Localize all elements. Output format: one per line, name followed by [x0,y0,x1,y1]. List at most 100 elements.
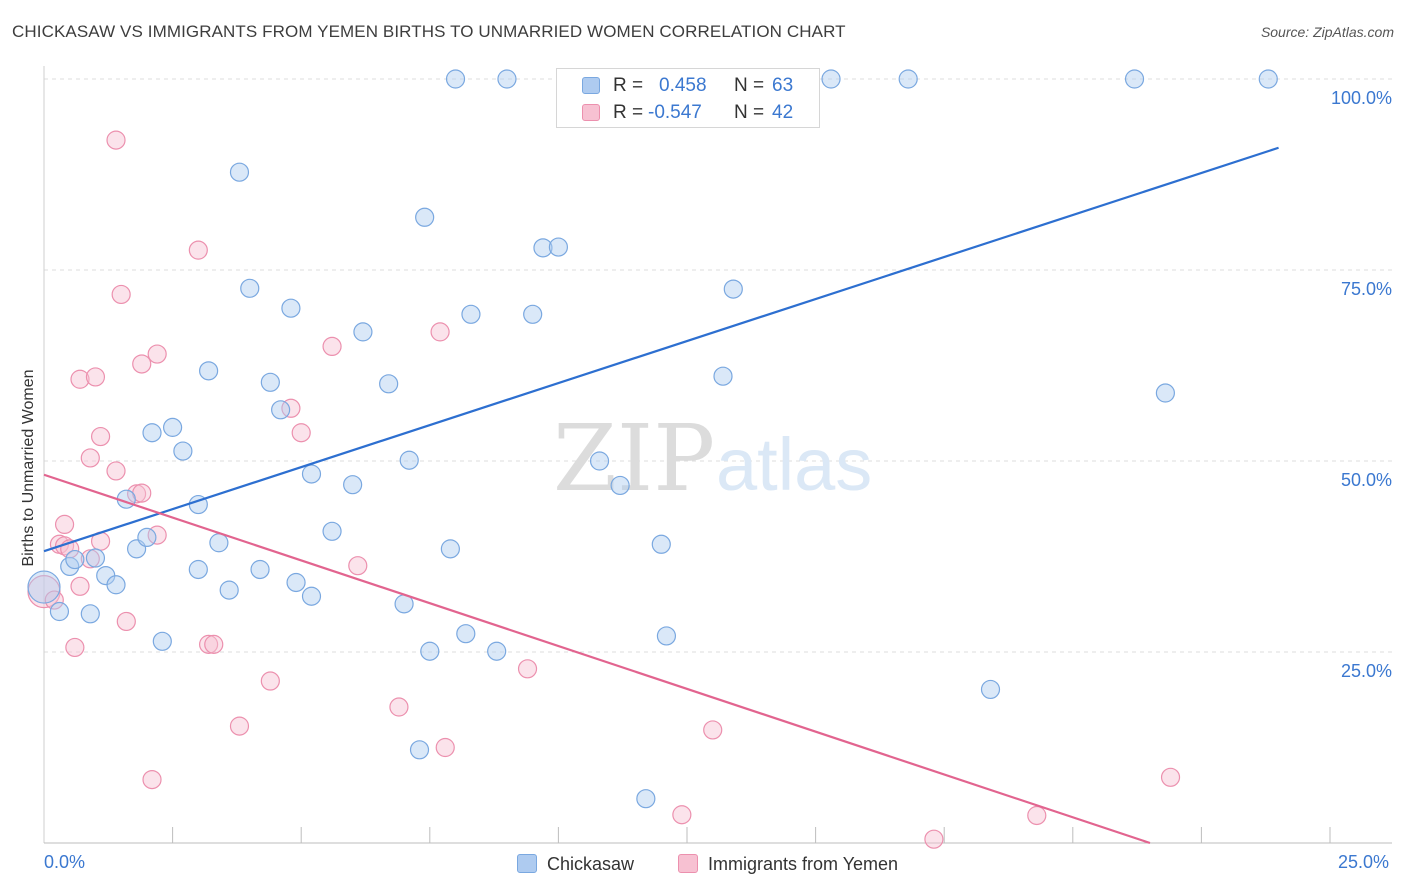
watermark-atlas: atlas [716,423,872,506]
chickasaw-point [229,162,250,182]
legend-swatch-blue [517,854,537,873]
yemen-point [54,536,75,556]
yemen-point [126,484,147,504]
yemen-point [348,556,368,576]
chickasaw-point [199,361,219,381]
chickasaw-point [163,417,183,437]
chickasaw-point [548,237,569,257]
y-tick-label: 25.0% [1341,661,1392,681]
chickasaw-trend-line [43,146,1279,553]
legend-label: Chickasaw [547,854,635,874]
n-label: N = [734,75,765,96]
yemen-point [322,336,342,356]
yemen-point [70,576,90,596]
chickasaw-point [980,679,1001,700]
yemen-point [291,423,311,443]
chickasaw-point [137,527,157,548]
chickasaw-point [1124,69,1145,89]
y-tick-label: 100.0% [1331,88,1392,108]
chickasaw-point [27,570,61,604]
axes [43,66,1392,844]
pink-swatch [582,104,600,121]
yemen-point [924,829,944,849]
yemen-point [147,344,167,364]
chickasaw-point [445,69,466,89]
r-value: 0.458 [659,75,707,96]
chickasaw-point [343,475,363,495]
yemen-point [80,549,100,569]
chickasaw-point [219,580,239,600]
n-value: 63 [772,75,794,96]
chickasaw-point [487,641,507,661]
chickasaw-point [250,559,270,580]
yemen-point [111,284,131,305]
chickasaw-point [281,298,301,318]
y-tick-label: 75.0% [1341,279,1392,299]
chickasaw-point [1258,69,1278,89]
x-tick-label-max: 25.0% [1338,852,1390,872]
yemen-point [435,737,455,758]
chickasaw-point [173,441,193,461]
legend-swatch-pink [678,854,698,873]
yemen-point [27,575,61,609]
yemen-point [1160,767,1181,787]
yemen-point [106,130,126,150]
yemen-point [116,611,136,632]
watermark-zip: ZIP [553,405,715,512]
stats-row-chickasaw: R = 0.458 N = 63 [557,73,821,99]
yemen-point [106,461,126,481]
legend-item-yemen: Immigrants from Yemen [678,851,938,877]
chickasaw-point [656,626,677,646]
trend-lines [43,146,1279,845]
yemen-point [132,354,152,374]
n-label: N = [734,102,765,123]
chickasaw-point [209,533,229,553]
yemen-point [517,659,538,679]
yemen-point [430,322,450,342]
watermark: ZIP atlas [553,405,872,512]
yemen-point [389,697,409,717]
chickasaw-point [440,539,460,559]
yemen-point [229,716,250,736]
chickasaw-point [409,740,430,760]
chickasaw-point [286,572,306,593]
gridlines [44,78,1392,653]
yemen-point [204,634,224,654]
source-label: Source: ZipAtlas.com [1260,24,1394,40]
legend-label: Immigrants from Yemen [708,854,899,874]
yemen-point [54,514,75,535]
legend-item-chickasaw: Chickasaw [517,851,667,877]
chickasaw-point [420,641,440,661]
chickasaw-point [301,586,322,606]
chickasaw-point [651,534,671,554]
chickasaw-point [106,575,126,595]
chickasaw-point [533,238,553,258]
chickasaw-point [461,304,481,324]
yemen-point [199,634,219,654]
yemen-point [703,720,723,740]
yemen-point [70,369,90,389]
yemen-point [90,426,111,447]
r-value: -0.547 [648,102,702,123]
chickasaw-point [85,548,106,568]
n-value: 42 [772,102,794,123]
chickasaw-point [456,624,476,644]
chickasaw-point [898,69,918,89]
chickasaw-point [723,279,743,299]
x-tick-label-min: 0.0% [44,852,86,872]
chickasaw-point [1155,383,1175,403]
chickasaw-point [415,207,435,227]
chickasaw-point [142,423,162,443]
chickasaw-point [636,789,656,809]
chickasaw-point [271,400,291,420]
yemen-point [80,448,100,468]
chickasaw-point [260,372,280,392]
yemen-point [85,367,106,387]
chickasaw-point [301,464,322,484]
yemen-trend-line [43,473,1151,845]
yemen-point [1027,805,1047,826]
chickasaw-point [322,521,342,541]
chickasaw-point [610,475,630,496]
yemen-point [672,805,692,825]
